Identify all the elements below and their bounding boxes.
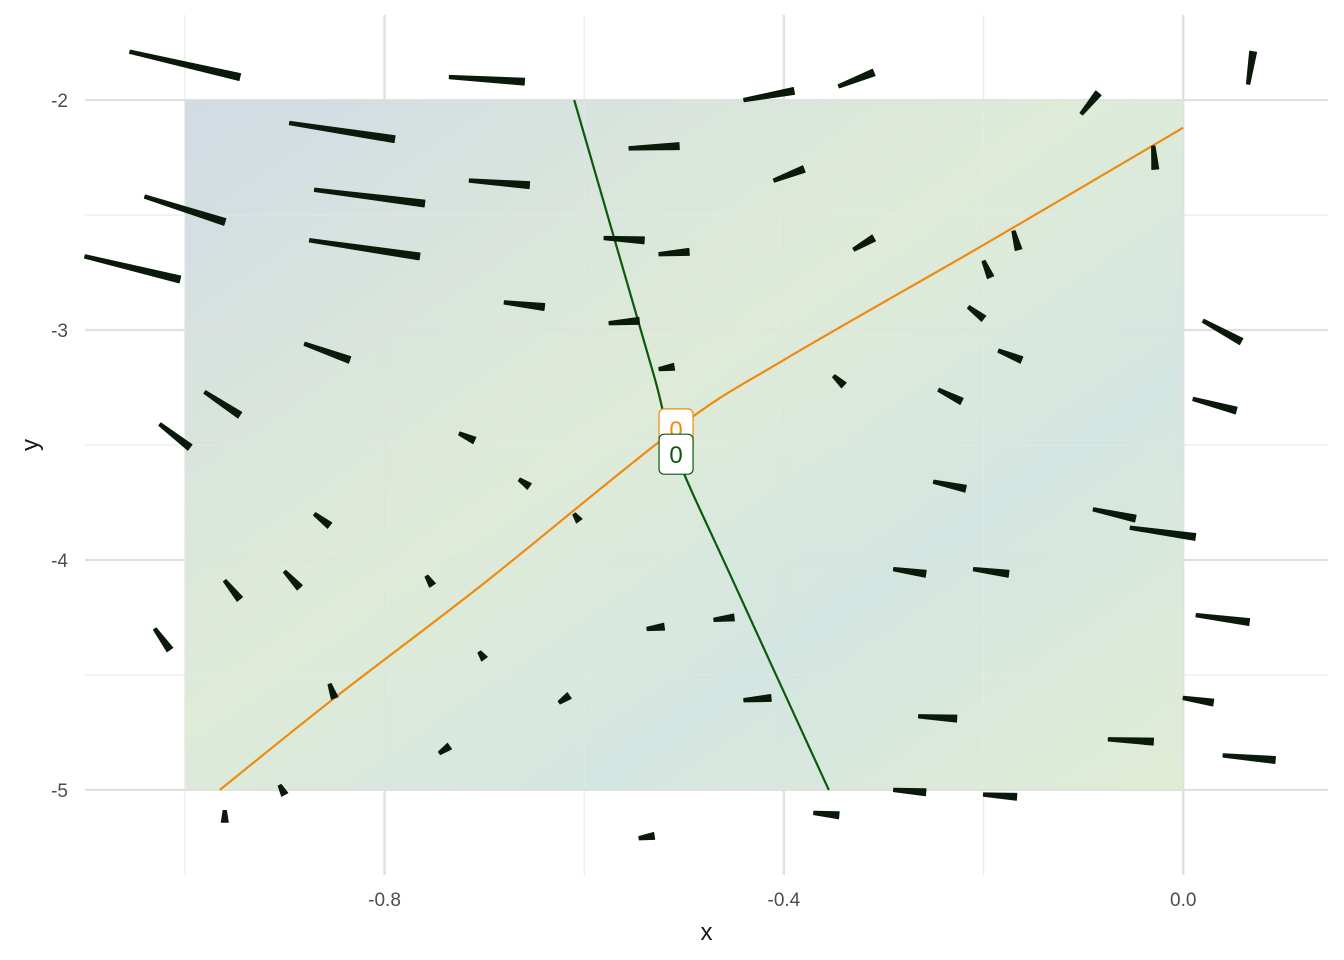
direction-segment	[1192, 396, 1238, 415]
direction-segment	[1107, 737, 1155, 746]
direction-segment	[1222, 753, 1276, 765]
direction-segment	[628, 142, 680, 151]
direction-segment	[658, 247, 690, 257]
direction-segment	[313, 187, 426, 208]
y-axis-title: y	[17, 439, 44, 451]
direction-segment	[557, 692, 572, 705]
direction-segment	[638, 831, 656, 841]
direction-segment	[603, 235, 645, 245]
direction-segment	[437, 742, 452, 756]
direction-segment	[837, 68, 876, 89]
direction-segment	[303, 341, 352, 364]
x-tick-label: -0.8	[368, 890, 401, 911]
direction-segment	[277, 783, 289, 797]
direction-segment	[128, 49, 242, 81]
direction-segment	[813, 810, 840, 820]
direction-segment	[892, 787, 927, 797]
direction-segment	[917, 714, 958, 723]
tick-labels: -0.8 -0.4 0.0 -5 -4 -3 -2	[51, 91, 1196, 911]
direction-segment	[327, 683, 339, 700]
direction-segment	[503, 300, 546, 312]
direction-segment	[713, 613, 735, 622]
direction-segment	[1245, 50, 1258, 85]
direction-segment	[608, 316, 640, 326]
direction-segment	[158, 422, 193, 451]
direction-segment	[572, 512, 583, 524]
direction-segment	[222, 579, 243, 602]
direction-segment	[1092, 507, 1137, 523]
y-tick-label: -4	[51, 551, 68, 572]
direction-segment	[1151, 145, 1160, 170]
direction-segment	[1129, 525, 1197, 541]
contour-labels: 00	[658, 408, 694, 475]
direction-segment	[1182, 695, 1215, 707]
direction-segment	[997, 348, 1024, 364]
direction-segment	[1079, 90, 1102, 116]
direction-segment	[203, 390, 243, 419]
direction-segment	[468, 178, 531, 190]
x-tick-label: -0.4	[768, 890, 801, 911]
direction-segment	[308, 238, 421, 261]
y-tick-label: -2	[51, 91, 68, 112]
y-tick-label: -5	[51, 781, 68, 802]
direction-segment	[458, 431, 477, 445]
direction-segment	[967, 305, 987, 322]
direction-segment	[772, 165, 806, 183]
direction-segment	[892, 566, 927, 578]
direction-segment	[932, 479, 967, 493]
direction-segment	[743, 86, 796, 103]
direction-segment	[477, 650, 488, 662]
direction-segment	[832, 374, 847, 389]
direction-segment	[743, 693, 772, 703]
direction-segment	[981, 259, 995, 280]
direction-segment	[852, 234, 877, 252]
direction-segment	[220, 810, 229, 823]
direction-segment	[448, 74, 526, 86]
direction-segment	[937, 387, 964, 405]
direction-segments	[84, 49, 1276, 841]
direction-segment	[282, 569, 303, 591]
x-tick-label: 0.0	[1170, 890, 1196, 911]
contour-label-box	[658, 433, 694, 475]
direction-segment	[1201, 318, 1244, 346]
direction-segment	[152, 627, 174, 653]
y-tick-label: -3	[51, 321, 68, 342]
direction-segment	[288, 120, 396, 144]
direction-segment	[313, 512, 333, 529]
direction-segment	[424, 574, 436, 588]
direction-segment	[84, 254, 182, 284]
direction-segment	[143, 194, 227, 226]
direction-segment	[658, 362, 676, 372]
direction-segment	[972, 566, 1010, 578]
direction-segment	[517, 477, 532, 490]
direction-segment	[1011, 230, 1023, 252]
direction-segment	[982, 792, 1018, 801]
direction-segment	[1195, 612, 1251, 627]
x-axis-title: x	[701, 919, 713, 946]
direction-segment	[646, 622, 666, 632]
contour-label: 0	[669, 442, 682, 469]
